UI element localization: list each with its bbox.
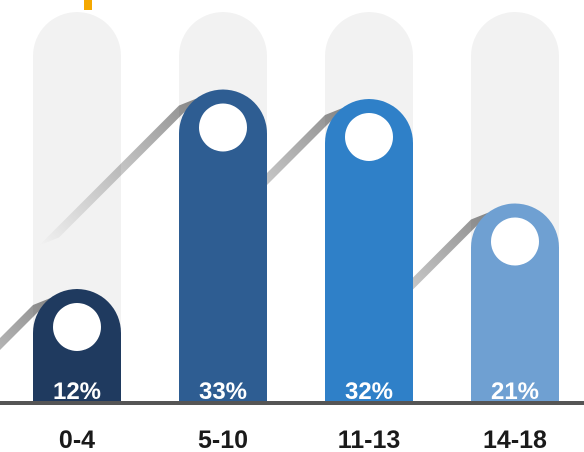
bar [325,99,413,403]
category-label: 11-13 [338,426,401,452]
bar-top-circle [199,103,247,152]
value-labels: 12% 33% 32% 21% [53,378,539,405]
value-label: 12% [53,378,101,405]
category-label: 14-18 [483,426,547,452]
bar-shadow [39,97,199,246]
bar [179,89,267,403]
value-label: 33% [199,378,247,405]
accent-mark [84,0,92,10]
category-label: 0-4 [59,426,95,452]
value-label: 32% [345,378,393,405]
bar-top-circles [53,103,539,351]
bar-top-circle [53,303,101,351]
bar [471,203,559,403]
category-label: 5-10 [198,426,248,452]
category-labels: 0-4 5-10 11-13 14-18 [59,426,547,452]
bar-top-circle [491,217,539,266]
value-label: 21% [491,378,539,405]
bar-top-circle [345,113,393,161]
